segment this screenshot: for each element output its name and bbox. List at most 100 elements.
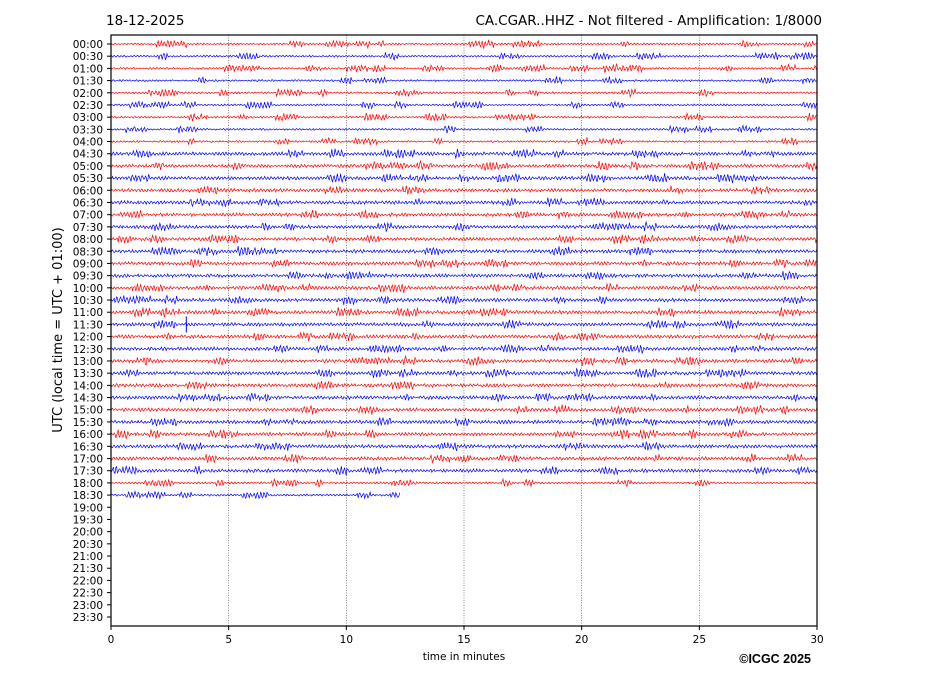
trace-1500 bbox=[110, 404, 817, 416]
trace-0000 bbox=[110, 39, 817, 50]
y-axis-ticks: 00:0000:3001:0001:3002:0002:3003:0003:30… bbox=[73, 39, 111, 624]
y-tick-label: 02:00 bbox=[73, 88, 103, 100]
y-tick-label: 23:30 bbox=[73, 612, 103, 624]
trace-1730 bbox=[110, 465, 817, 476]
y-tick-label: 17:00 bbox=[73, 454, 103, 466]
y-tick-label: 18:30 bbox=[73, 490, 103, 502]
y-tick-label: 03:00 bbox=[73, 112, 103, 124]
trace-0300 bbox=[110, 112, 817, 123]
trace-0230 bbox=[110, 100, 817, 110]
x-axis-ticks: 0 5 10 15 20 25 30 bbox=[108, 626, 824, 646]
y-tick-label: 18:00 bbox=[73, 478, 103, 490]
y-tick-label: 04:30 bbox=[73, 149, 103, 161]
y-tick-label: 11:00 bbox=[73, 307, 103, 319]
trace-1700 bbox=[110, 453, 817, 464]
x-axis-label: time in minutes bbox=[423, 651, 505, 663]
y-tick-label: 06:30 bbox=[73, 197, 103, 209]
trace-0730 bbox=[110, 220, 817, 233]
x-tick-label: 30 bbox=[810, 634, 823, 646]
y-tick-label: 09:00 bbox=[73, 258, 103, 270]
y-tick-label: 20:00 bbox=[73, 527, 103, 539]
trace-1300 bbox=[110, 354, 817, 366]
y-tick-label: 05:00 bbox=[73, 161, 103, 173]
trace-1000 bbox=[110, 282, 817, 293]
y-axis-label: UTC (local time = UTC + 01:00) bbox=[51, 227, 66, 432]
y-tick-label: 02:30 bbox=[73, 100, 103, 112]
trace-1400 bbox=[110, 380, 817, 390]
y-tick-label: 01:30 bbox=[73, 76, 103, 88]
trace-0500 bbox=[110, 159, 817, 171]
x-tick-label: 20 bbox=[575, 634, 588, 646]
trace-0330 bbox=[110, 124, 817, 134]
y-tick-label: 15:30 bbox=[73, 417, 103, 429]
trace-0600 bbox=[110, 185, 817, 195]
trace-1100 bbox=[110, 307, 817, 318]
trace-0800 bbox=[110, 234, 817, 245]
y-tick-label: 07:00 bbox=[73, 210, 103, 222]
y-tick-label: 07:30 bbox=[73, 222, 103, 234]
x-tick-label: 25 bbox=[693, 634, 706, 646]
y-tick-label: 01:00 bbox=[73, 63, 103, 75]
chart-date-title: 18-12-2025 bbox=[106, 13, 184, 29]
y-tick-label: 15:00 bbox=[73, 405, 103, 417]
trace-1200 bbox=[110, 331, 817, 342]
y-tick-label: 19:00 bbox=[73, 502, 103, 514]
y-tick-label: 08:30 bbox=[73, 246, 103, 258]
y-tick-label: 00:30 bbox=[73, 51, 103, 63]
trace-1330 bbox=[110, 367, 817, 379]
x-tick-label: 0 bbox=[108, 634, 115, 646]
y-tick-label: 22:00 bbox=[73, 575, 103, 587]
trace-1830 bbox=[110, 490, 401, 500]
trace-1130 bbox=[110, 318, 817, 330]
seismic-traces bbox=[110, 39, 817, 500]
trace-0930 bbox=[110, 270, 817, 281]
y-tick-label: 14:30 bbox=[73, 393, 103, 405]
x-tick-label: 15 bbox=[457, 634, 470, 646]
y-tick-label: 10:00 bbox=[73, 283, 103, 295]
trace-0530 bbox=[110, 172, 817, 184]
trace-1430 bbox=[110, 392, 817, 403]
trace-0030 bbox=[110, 51, 817, 61]
y-tick-label: 04:00 bbox=[73, 137, 103, 149]
y-tick-label: 12:00 bbox=[73, 332, 103, 344]
y-tick-label: 23:00 bbox=[73, 600, 103, 612]
trace-1630 bbox=[110, 440, 817, 452]
trace-1600 bbox=[110, 428, 817, 440]
trace-0700 bbox=[110, 209, 817, 221]
y-tick-label: 08:00 bbox=[73, 234, 103, 246]
trace-0200 bbox=[110, 88, 817, 99]
trace-0630 bbox=[110, 197, 817, 208]
trace-0100 bbox=[110, 62, 817, 74]
trace-0830 bbox=[110, 246, 817, 257]
y-tick-label: 16:00 bbox=[73, 429, 103, 441]
y-tick-label: 22:30 bbox=[73, 588, 103, 600]
y-tick-label: 11:30 bbox=[73, 319, 103, 331]
y-tick-label: 10:30 bbox=[73, 295, 103, 307]
chart-station-title: CA.CGAR..HHZ - Not filtered - Amplificat… bbox=[475, 13, 822, 29]
x-tick-label: 10 bbox=[340, 634, 353, 646]
trace-1800 bbox=[110, 477, 817, 488]
y-tick-label: 16:30 bbox=[73, 441, 103, 453]
y-tick-label: 03:30 bbox=[73, 124, 103, 136]
y-tick-label: 14:00 bbox=[73, 380, 103, 392]
y-tick-label: 21:00 bbox=[73, 551, 103, 563]
trace-1230 bbox=[110, 343, 817, 354]
y-tick-label: 13:00 bbox=[73, 356, 103, 368]
trace-0430 bbox=[110, 148, 817, 160]
y-tick-label: 12:30 bbox=[73, 344, 103, 356]
y-tick-label: 19:30 bbox=[73, 514, 103, 526]
y-tick-label: 05:30 bbox=[73, 173, 103, 185]
y-tick-label: 09:30 bbox=[73, 271, 103, 283]
grid-lines bbox=[228, 35, 700, 626]
trace-0130 bbox=[110, 75, 817, 85]
y-tick-label: 13:30 bbox=[73, 368, 103, 380]
copyright-text: ©ICGC 2025 bbox=[739, 652, 811, 666]
trace-1030 bbox=[110, 294, 817, 306]
trace-0400 bbox=[110, 137, 817, 146]
trace-0900 bbox=[110, 258, 817, 269]
x-tick-label: 5 bbox=[225, 634, 232, 646]
y-tick-label: 06:00 bbox=[73, 185, 103, 197]
y-tick-label: 00:00 bbox=[73, 39, 103, 51]
trace-1530 bbox=[110, 416, 817, 428]
